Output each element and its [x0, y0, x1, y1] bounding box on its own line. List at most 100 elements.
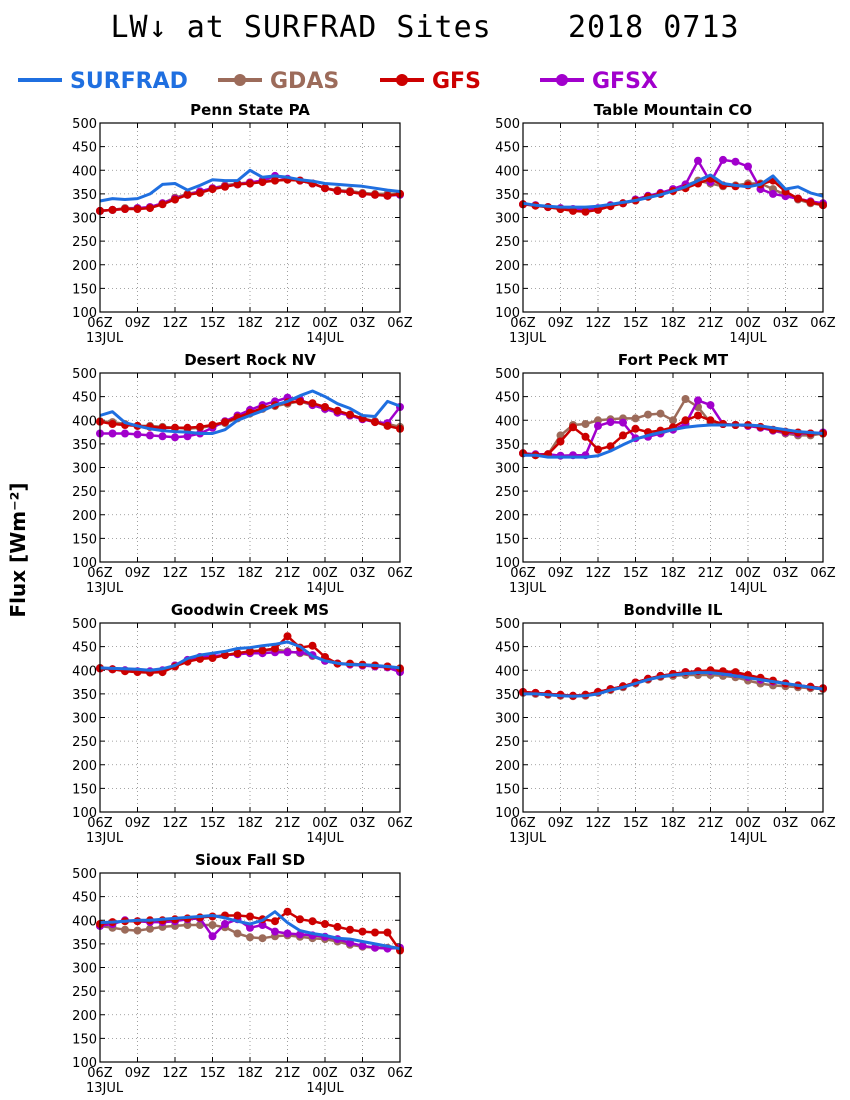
- panel-title: Goodwin Creek MS: [171, 601, 329, 619]
- y-tick-label: 150: [72, 282, 97, 297]
- series-surfrad: [99, 168, 401, 203]
- y-tick-label: 100: [72, 306, 97, 321]
- data-point: [146, 924, 154, 933]
- x-tick-label: 03Z: [350, 816, 376, 831]
- x-tick-label: 03Z: [773, 566, 799, 581]
- data-point: [371, 190, 379, 199]
- data-point: [681, 416, 690, 425]
- grid: [100, 873, 400, 1062]
- x-tick-label: 09Z: [548, 566, 574, 581]
- x-tick-label: 03Z: [350, 566, 376, 581]
- data-point: [208, 185, 217, 194]
- y-tick-label: 350: [72, 438, 97, 453]
- x-tick-label: 06Z: [510, 316, 536, 331]
- data-point: [346, 188, 354, 196]
- legend-item-gdas: GDAS: [218, 69, 339, 94]
- legend-item-gfs: GFS: [380, 69, 481, 94]
- y-tick-label: 450: [72, 641, 97, 656]
- x-tick-label: 12Z: [162, 1066, 188, 1081]
- x-tick-label: 15Z: [200, 816, 226, 831]
- data-point: [371, 928, 379, 937]
- y-tick-label: 150: [495, 782, 520, 797]
- data-point: [644, 410, 652, 419]
- y-tick-label: 150: [72, 532, 97, 547]
- x-tick-label: 12Z: [162, 316, 188, 331]
- y-tick-label: 100: [72, 1056, 97, 1071]
- y-tick-label: 400: [495, 664, 520, 679]
- y-tick-label: 400: [72, 414, 97, 429]
- chart-panel-0: 100 150 200 250 300 350 400 450 500 06Z 09Z 12Z 15Z 1…: [72, 101, 413, 346]
- x-tick-label: 21Z: [275, 1066, 301, 1081]
- data-point: [358, 189, 367, 198]
- data-point: [806, 198, 815, 207]
- x-tick-label: 18Z: [237, 316, 263, 331]
- data-point: [383, 191, 392, 200]
- y-tick-label: 500: [495, 117, 520, 132]
- y-tick-label: 100: [495, 306, 520, 321]
- data-point: [183, 423, 192, 432]
- x-tick-label: 00Z: [312, 816, 338, 831]
- data-point: [183, 432, 192, 441]
- data-point: [606, 442, 615, 451]
- series-line: [99, 910, 401, 951]
- x-tick-label: 03Z: [350, 1066, 376, 1081]
- grid: [523, 123, 823, 312]
- data-point: [296, 915, 304, 924]
- panel-title: Table Mountain CO: [594, 101, 752, 119]
- chart-panel-4: 100 150 200 250 300 350 400 450 500 06Z 09Z 12Z 15Z 1…: [72, 601, 413, 846]
- data-point: [308, 917, 317, 926]
- plot-frame: [522, 622, 824, 813]
- data-point: [121, 205, 129, 213]
- x-tick-label: 00Z: [735, 566, 761, 581]
- y-tick-label: 300: [72, 212, 97, 227]
- legend-label: GDAS: [270, 69, 339, 94]
- x-tick-label: 06Z: [810, 566, 836, 581]
- data-point: [246, 933, 254, 942]
- x-tick-label: 12Z: [162, 566, 188, 581]
- y-tick-label: 300: [495, 462, 520, 477]
- x-tick-label: 12Z: [585, 316, 611, 331]
- data-point: [108, 420, 117, 428]
- x-tick-label: 12Z: [585, 816, 611, 831]
- x-tick-label: 21Z: [698, 316, 724, 331]
- x-tick-label: 12Z: [162, 816, 188, 831]
- chart-panel-2: 100 150 200 250 300 350 400 450 500 06Z 09Z 12Z 15Z 1…: [72, 351, 413, 596]
- date-label: 14JUL: [729, 581, 767, 596]
- y-tick-label: 200: [72, 509, 97, 524]
- y-tick-label: 300: [72, 712, 97, 727]
- data-point: [569, 423, 577, 432]
- data-point: [358, 927, 367, 936]
- y-tick-label: 500: [72, 367, 97, 382]
- panel-title: Bondville IL: [624, 601, 723, 619]
- data-point: [258, 178, 267, 187]
- x-tick-label: 06Z: [810, 316, 836, 331]
- data-point: [208, 921, 217, 929]
- series-surfrad: [99, 640, 401, 672]
- data-point: [233, 180, 242, 189]
- legend-marker: [556, 74, 568, 86]
- data-point: [346, 925, 354, 934]
- y-tick-label: 350: [495, 688, 520, 703]
- data-point: [619, 431, 627, 440]
- data-point: [271, 176, 279, 185]
- data-point: [694, 156, 702, 165]
- data-point: [121, 925, 129, 934]
- panel-title: Fort Peck MT: [618, 351, 729, 369]
- x-tick-label: 15Z: [200, 566, 226, 581]
- data-point: [556, 437, 565, 446]
- x-tick-label: 09Z: [125, 316, 151, 331]
- series-line: [99, 640, 401, 672]
- data-point: [133, 205, 142, 213]
- x-tick-label: 09Z: [125, 566, 151, 581]
- y-tick-label: 250: [72, 235, 97, 250]
- y-tick-label: 250: [495, 735, 520, 750]
- plot-frame: [99, 372, 401, 563]
- data-point: [283, 632, 292, 641]
- x-tick-label: 12Z: [585, 566, 611, 581]
- data-point: [171, 423, 179, 432]
- y-tick-label: 150: [72, 782, 97, 797]
- data-point: [581, 432, 590, 441]
- data-point: [183, 921, 192, 929]
- x-tick-label: 15Z: [623, 566, 649, 581]
